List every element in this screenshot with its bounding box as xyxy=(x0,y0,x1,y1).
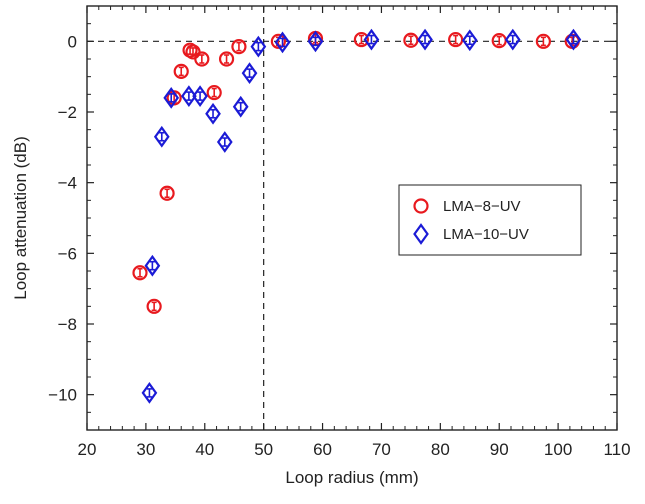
data-point xyxy=(216,131,233,153)
data-point-marker xyxy=(173,63,189,79)
data-point xyxy=(192,85,208,107)
data-point-marker xyxy=(206,84,222,101)
data-point xyxy=(448,31,464,48)
x-tick-label: 60 xyxy=(313,440,332,459)
data-point xyxy=(163,86,180,109)
data-point xyxy=(232,95,249,118)
x-tick-label: 20 xyxy=(78,440,97,459)
data-point-marker xyxy=(231,39,247,55)
legend-entry-lma-10-uv: LMA−10−UV xyxy=(443,226,529,243)
data-point-marker xyxy=(153,125,170,148)
data-point xyxy=(417,28,433,51)
data-point xyxy=(241,62,258,85)
data-point-marker xyxy=(241,62,258,85)
x-tick-label: 100 xyxy=(544,440,572,459)
data-point xyxy=(144,254,161,277)
data-point-marker xyxy=(192,85,208,107)
data-point-marker xyxy=(141,382,158,404)
data-point-marker xyxy=(270,33,286,49)
data-point-marker xyxy=(163,86,180,109)
data-point xyxy=(173,63,189,79)
data-point xyxy=(141,382,158,404)
data-point xyxy=(491,33,507,49)
data-point xyxy=(194,51,210,67)
data-point xyxy=(153,125,170,148)
data-point-marker xyxy=(250,35,267,58)
data-point xyxy=(231,39,247,55)
legend-entry-lma-8-uv: LMA−8−UV xyxy=(443,198,521,215)
reference-lines xyxy=(87,6,617,430)
data-point-marker xyxy=(216,131,233,153)
x-tick-label: 80 xyxy=(431,440,450,459)
data-point xyxy=(274,31,291,54)
data-point xyxy=(363,28,380,51)
data-point-marker xyxy=(461,29,478,52)
y-tick-label: −8 xyxy=(58,315,77,334)
data-point-marker xyxy=(218,51,235,67)
data-point xyxy=(181,85,197,107)
series-layer xyxy=(132,28,582,404)
y-tick-label: −4 xyxy=(58,174,77,193)
x-tick-label: 110 xyxy=(603,440,630,459)
data-point xyxy=(132,265,148,281)
x-tick-label: 70 xyxy=(372,440,391,459)
y-tick-label: 0 xyxy=(68,32,77,51)
data-point xyxy=(146,298,162,314)
data-point xyxy=(353,31,370,48)
data-point-marker xyxy=(232,95,249,118)
y-axis-label: Loop attenuation (dB) xyxy=(11,136,30,300)
tick-labels: 20 30 40 50 60 70 80 90 100 110 0 −2 −4 −6 −8 −10 xyxy=(48,32,630,459)
data-point-marker xyxy=(194,51,210,67)
legend: LMA−8−UV LMA−10−UV xyxy=(398,184,582,256)
legend-marker-lma-8-uv xyxy=(413,198,429,214)
data-point-marker xyxy=(132,265,148,281)
data-point-marker xyxy=(274,31,291,54)
y-tick-label: −6 xyxy=(58,244,77,263)
data-point xyxy=(218,51,235,67)
y-tick-label: −10 xyxy=(48,386,77,405)
data-point-marker xyxy=(181,85,197,107)
legend-box xyxy=(398,184,582,256)
axis-ticks xyxy=(86,5,618,431)
data-point xyxy=(535,33,551,49)
data-point-marker xyxy=(205,102,221,125)
data-point-marker xyxy=(363,28,380,51)
data-point-marker xyxy=(504,28,521,51)
data-point-marker xyxy=(565,28,582,51)
data-point-marker xyxy=(403,32,419,48)
data-point xyxy=(461,29,478,52)
x-axis-label: Loop radius (mm) xyxy=(285,468,418,487)
data-point-marker xyxy=(144,254,161,277)
x-tick-label: 90 xyxy=(490,440,509,459)
data-point xyxy=(159,185,175,201)
data-point-marker xyxy=(307,30,324,53)
data-point xyxy=(403,32,419,48)
data-point xyxy=(185,44,201,60)
data-point xyxy=(565,28,582,51)
x-tick-label: 30 xyxy=(136,440,155,459)
data-point xyxy=(250,35,267,58)
data-point-marker xyxy=(146,298,162,314)
x-tick-label: 40 xyxy=(195,440,214,459)
data-point-marker xyxy=(353,31,370,48)
data-point-marker xyxy=(159,185,175,201)
series-lma-10-uv xyxy=(141,28,582,404)
series-lma-8-uv xyxy=(132,30,580,314)
data-point-marker xyxy=(535,33,551,49)
y-tick-label: −2 xyxy=(58,103,77,122)
data-point xyxy=(307,30,324,53)
legend-marker-lma-10-uv xyxy=(413,223,429,245)
data-point-marker xyxy=(417,28,433,51)
data-point xyxy=(504,28,521,51)
data-point-marker xyxy=(448,31,464,48)
x-tick-label: 50 xyxy=(254,440,273,459)
data-point xyxy=(205,102,221,125)
data-point xyxy=(206,84,222,101)
